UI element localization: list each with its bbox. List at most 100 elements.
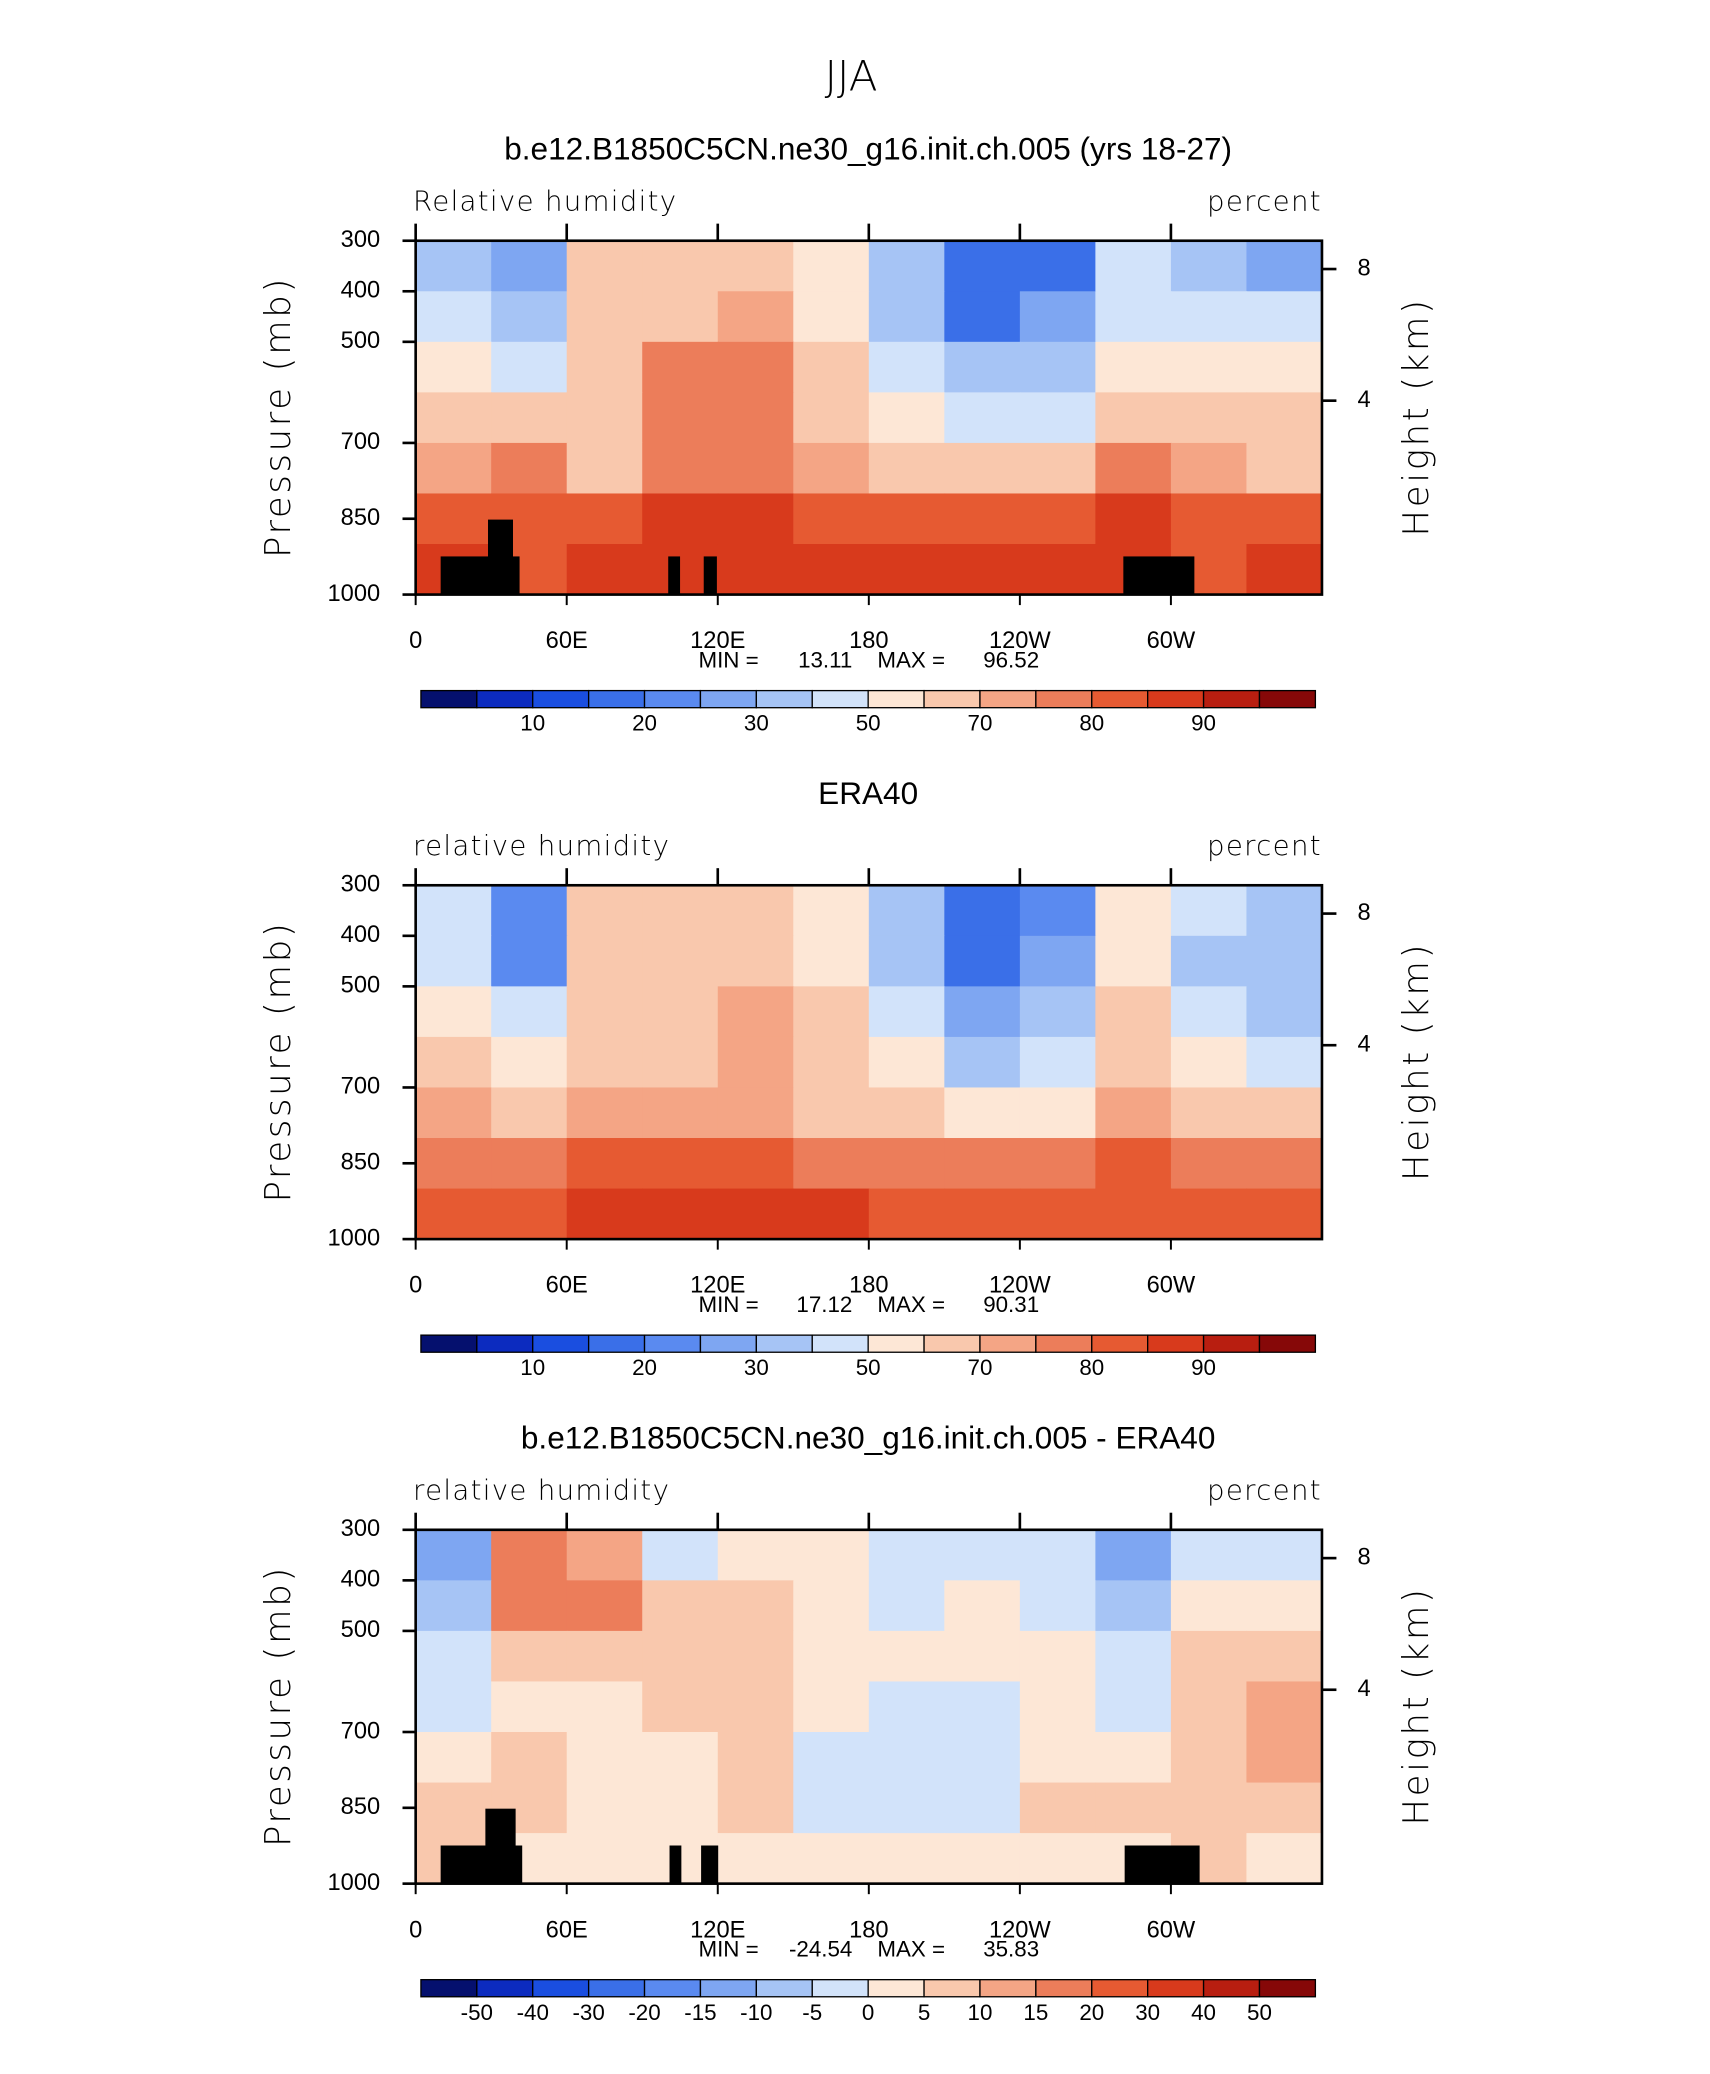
colorbar-label: 70 <box>968 711 993 736</box>
contour-cell <box>717 1630 795 1683</box>
contour-cell <box>491 291 568 343</box>
colorbar-box <box>587 1979 646 1998</box>
contour-cell <box>1246 341 1323 394</box>
contour-cell <box>868 1681 946 1733</box>
contour-cell <box>1246 1529 1323 1582</box>
colorbar-box <box>923 1334 981 1353</box>
colorbar-label: -20 <box>628 2000 660 2025</box>
min-value: 17.12 <box>796 1292 852 1317</box>
contour-cell <box>491 1087 568 1139</box>
panel-title: b.e12.B1850C5CN.ne30_g16.init.ch.005 (yr… <box>504 131 1232 167</box>
contour-cell <box>1246 986 1323 1038</box>
colorbar-box <box>1091 689 1149 709</box>
contour-cell <box>1246 1580 1323 1632</box>
colorbar-label: 30 <box>744 711 769 736</box>
contour-cell <box>1019 1732 1097 1784</box>
colorbar-label: 5 <box>918 2000 930 2025</box>
contour-cell <box>868 1036 946 1089</box>
terrain <box>669 1845 682 1884</box>
y-tick-label: 700 <box>341 429 380 455</box>
colorbar-label: 80 <box>1079 711 1104 736</box>
contour-cell <box>491 341 568 394</box>
y-axis-label: Pressure (mb) <box>258 276 299 558</box>
colorbar-box <box>979 689 1037 709</box>
contour-cell <box>868 1833 946 1885</box>
contour-cell <box>415 1630 492 1683</box>
contour-cell <box>717 1138 795 1190</box>
y2-tick-label: 4 <box>1357 1676 1370 1702</box>
y2-tick-label: 4 <box>1357 1031 1370 1057</box>
contour-cell <box>717 392 795 444</box>
contour-cell <box>1170 986 1248 1038</box>
colorbar-box <box>1147 1334 1205 1353</box>
contour-cell <box>1246 392 1323 444</box>
colorbar-label: -15 <box>684 2000 716 2025</box>
contour-cell <box>1246 291 1323 343</box>
contour-cell <box>566 1732 644 1784</box>
contour-cell <box>944 1732 1021 1784</box>
figure-title: JJA <box>825 51 878 100</box>
contour-cell <box>717 544 795 596</box>
contour-cell <box>944 885 1021 937</box>
colorbar-box <box>643 1979 702 1998</box>
x-tick-label: 120E <box>690 1917 745 1943</box>
colorbar-box <box>643 689 702 709</box>
colorbar-label: -40 <box>517 2000 549 2025</box>
contour-cell <box>793 1580 870 1632</box>
contour-cell <box>415 986 492 1038</box>
left-label: Relative humidity <box>413 185 677 218</box>
contour-cell <box>944 986 1021 1038</box>
max-label: MAX = <box>877 648 945 673</box>
colorbar-box <box>923 1979 981 1998</box>
colorbar-box <box>1258 1334 1317 1353</box>
contour-cell <box>1170 291 1248 343</box>
contour-cell <box>1170 442 1248 495</box>
contour-cell <box>868 1732 946 1784</box>
x-tick-label: 0 <box>409 628 422 654</box>
contour-cell <box>1095 1580 1172 1632</box>
contour-cell <box>793 493 870 545</box>
contour-cell <box>1095 1782 1172 1834</box>
contour-cell <box>793 544 870 596</box>
contour-cell <box>1170 341 1248 394</box>
contour-cell <box>642 240 719 293</box>
contour-cell <box>1095 1036 1172 1089</box>
contour-cell <box>491 1630 568 1683</box>
y-axis-label: Pressure (mb) <box>258 921 299 1203</box>
colorbar-box <box>923 689 981 709</box>
contour-cell <box>1246 1630 1323 1683</box>
contour-cell <box>1019 986 1097 1038</box>
contour-cell <box>868 442 946 495</box>
contour-cell <box>642 1681 719 1733</box>
contour-cell <box>717 1580 795 1632</box>
colorbar-label: 50 <box>1247 2000 1272 2025</box>
contour-cell <box>415 885 492 937</box>
contour-cell <box>1246 240 1323 293</box>
y-tick-label: 700 <box>341 1718 380 1744</box>
contour-cell <box>1170 1630 1248 1683</box>
contour-cell <box>868 1188 946 1240</box>
contour-cell <box>793 341 870 394</box>
contour-cell <box>566 1681 644 1733</box>
colorbar-box <box>755 1979 813 1998</box>
max-label: MAX = <box>877 1937 945 1962</box>
y-tick-label: 1000 <box>328 1870 381 1896</box>
contour-cell <box>491 1732 568 1784</box>
contour-cell <box>717 240 795 293</box>
y-tick-label: 400 <box>341 1567 380 1593</box>
colorbar-box <box>587 689 646 709</box>
contour-cell <box>566 935 644 988</box>
right-label: percent <box>1207 185 1322 218</box>
contour-cell <box>717 1188 795 1240</box>
contour-cell <box>1019 1630 1097 1683</box>
contour-cell <box>944 240 1021 293</box>
contour-cell <box>1019 1087 1097 1139</box>
x-tick-label: 0 <box>409 1917 422 1943</box>
terrain <box>488 519 513 558</box>
x-tick-label: 60W <box>1147 1917 1196 1943</box>
contour-cell <box>415 1138 492 1190</box>
contour-cell <box>793 442 870 495</box>
contour-cell <box>717 1036 795 1089</box>
contour-cell <box>642 1630 719 1683</box>
contour-cell <box>642 1580 719 1632</box>
